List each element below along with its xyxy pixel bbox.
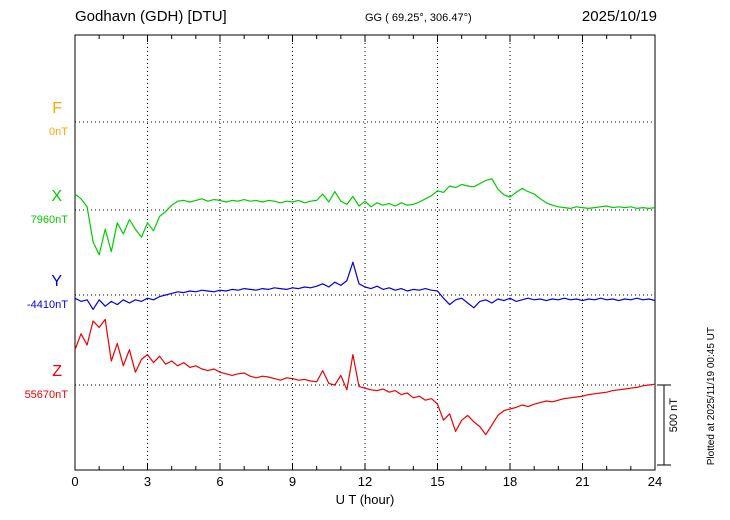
scale-bar-label: 500 nT — [668, 398, 680, 433]
station-title: Godhavn (GDH) [DTU] — [75, 8, 227, 25]
trace-baseline-value-z: 55670nT — [24, 389, 68, 401]
trace-baseline-value-y: -4410nT — [27, 299, 68, 311]
x-tick-label: 9 — [288, 474, 297, 489]
plot-date: 2025/10/19 — [581, 8, 657, 25]
x-tick-label: 18 — [502, 474, 518, 489]
x-tick-label: 3 — [143, 474, 152, 489]
trace-baseline-value-x: 7960nT — [30, 214, 68, 226]
x-tick-label: 12 — [357, 474, 373, 489]
trace-label-y: Y — [51, 273, 62, 290]
plotted-at-note: Plotted at 2025/11/19 00:45 UT — [706, 326, 717, 465]
x-axis-tick-labels: 0 3 6 9 12 15 18 21 24 — [0, 474, 730, 490]
geographic-coords: GG ( 69.25°, 306.47°) — [365, 12, 472, 24]
trace-baseline-value-f: 0nT — [49, 126, 68, 138]
trace-label-x: X — [51, 188, 62, 205]
x-tick-label: 0 — [71, 474, 79, 489]
x-tick-label: 21 — [575, 474, 590, 489]
x-tick-label: 15 — [430, 474, 445, 489]
trace-label-z: Z — [52, 363, 62, 380]
trace-label-f: F — [52, 100, 62, 117]
x-tick-label: 6 — [216, 474, 224, 489]
x-axis-label: U T (hour) — [335, 492, 395, 507]
x-tick-label: 24 — [647, 474, 663, 489]
